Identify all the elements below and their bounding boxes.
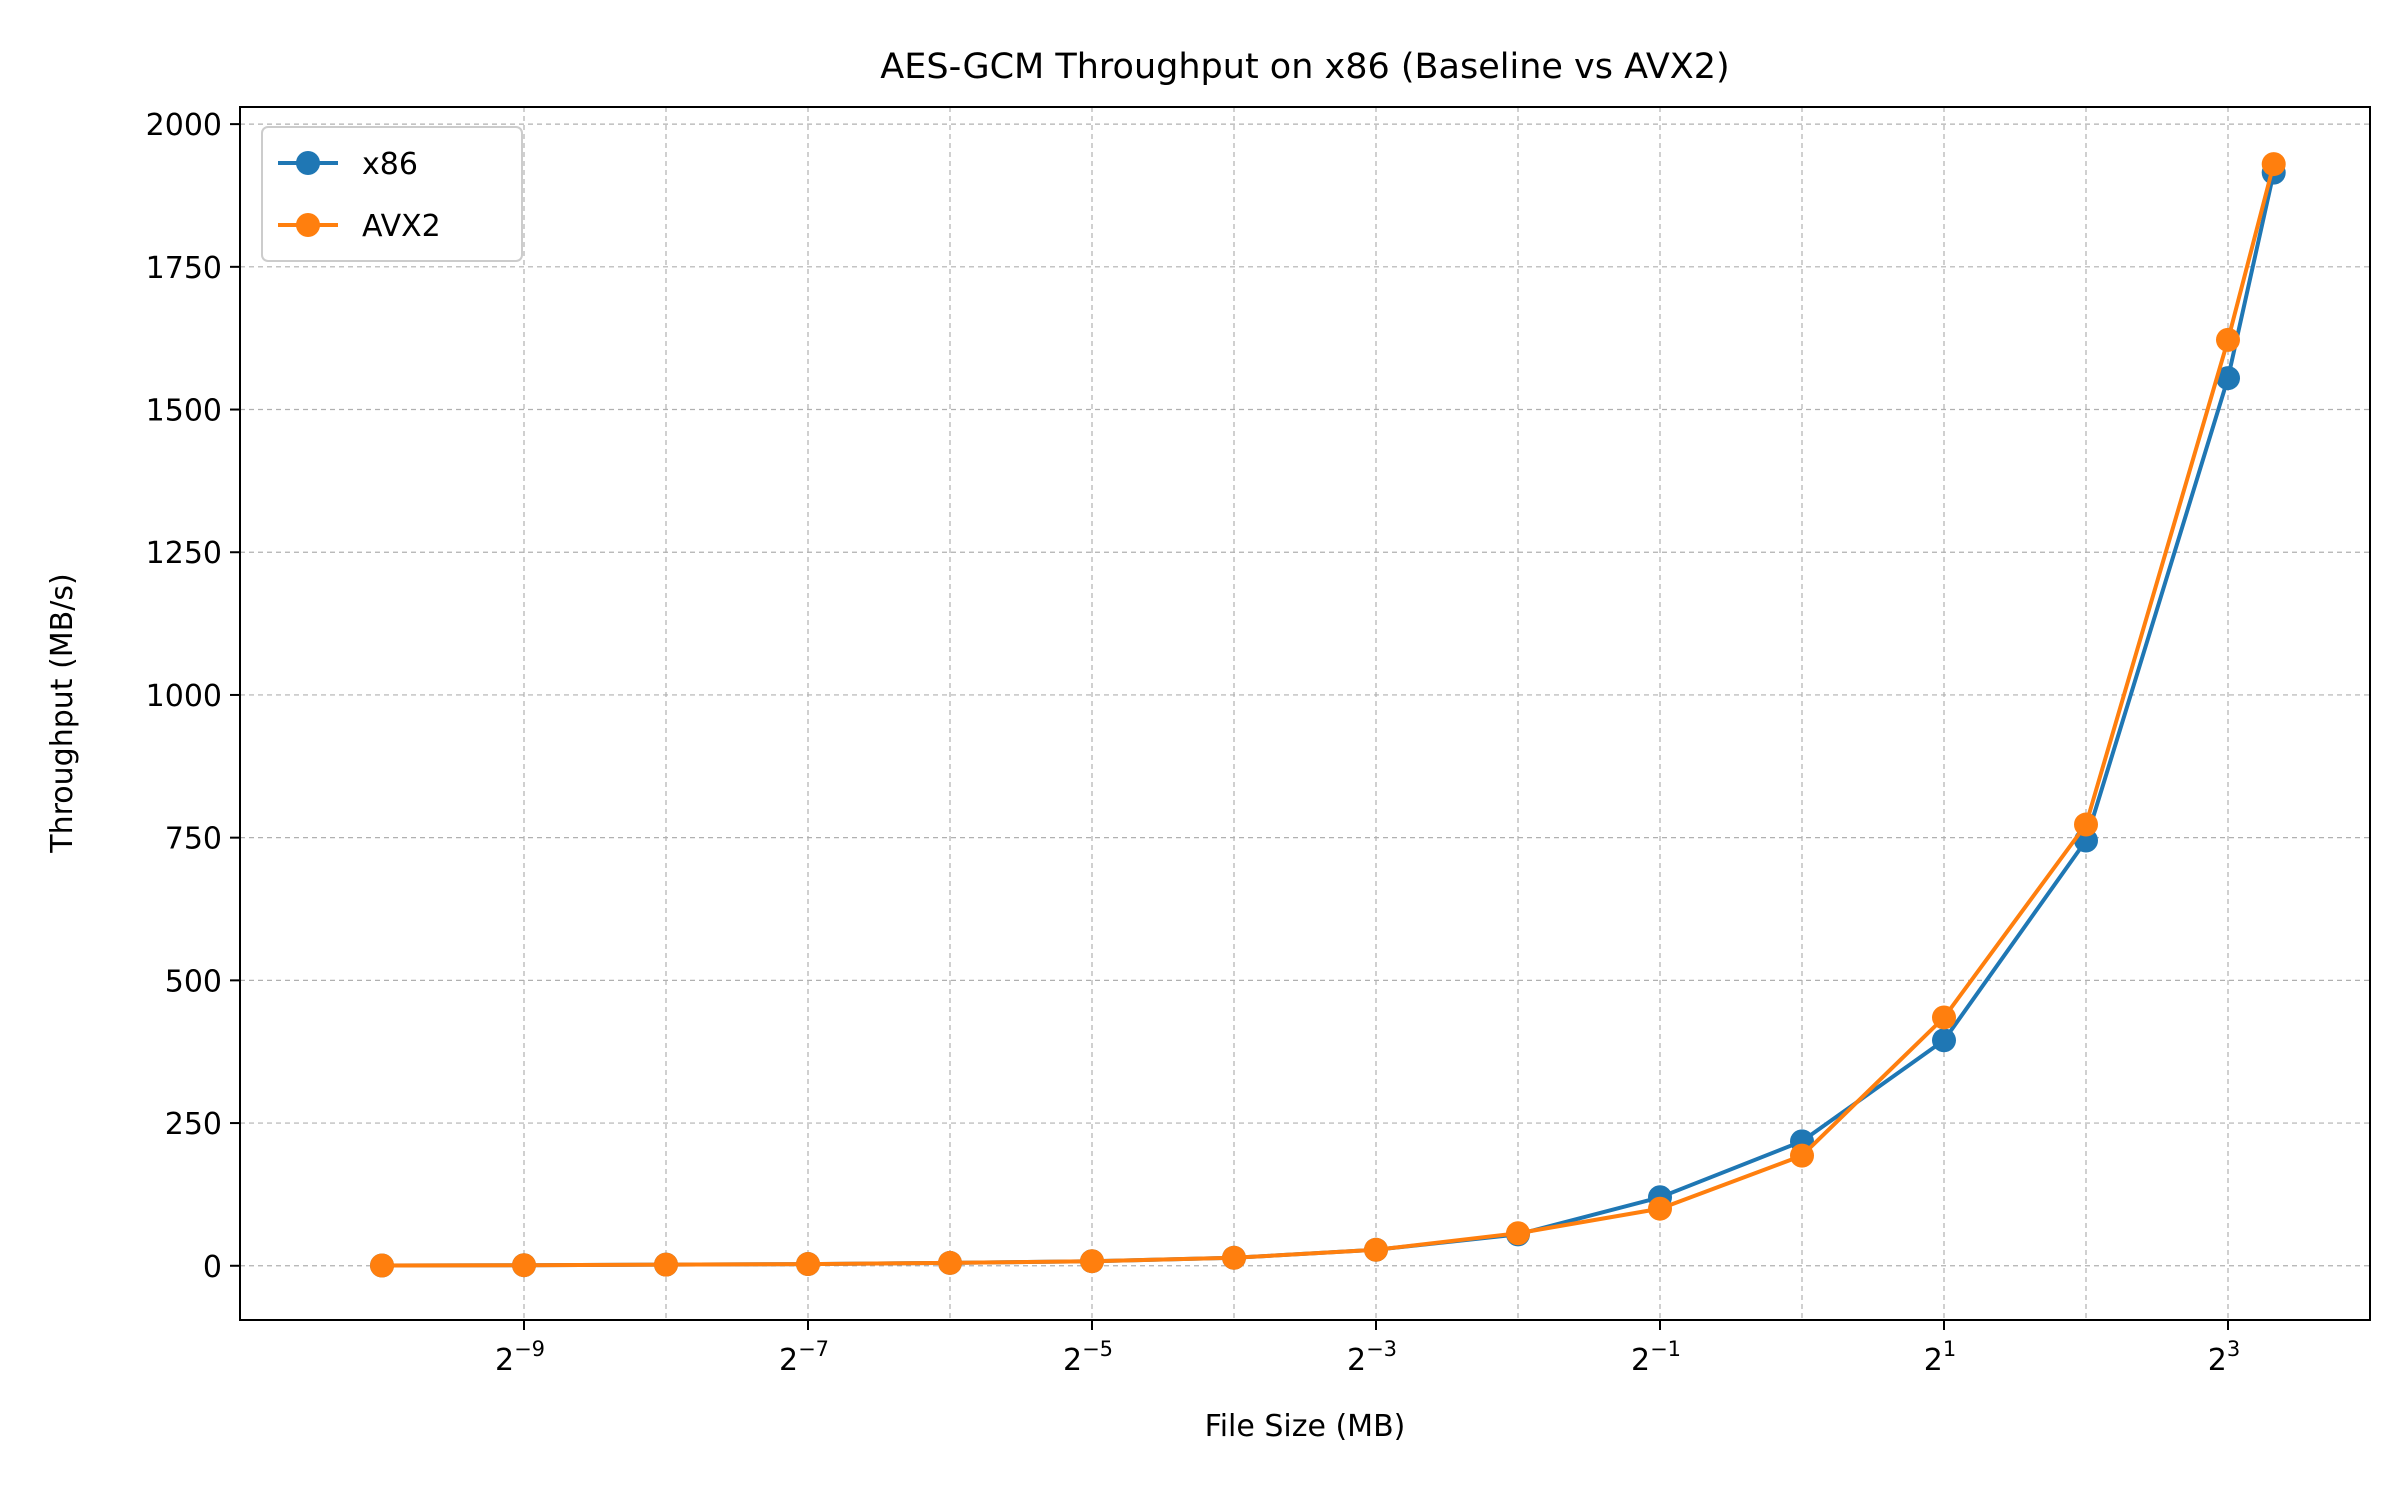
x-axis-label: File Size (MB): [1205, 1409, 1406, 1444]
data-point-avx2: [938, 1250, 962, 1275]
data-point-avx2: [1790, 1143, 1814, 1168]
axes: 0 250 500 750 1000 1250 1500 1750 2000 2−9 2−7 2−5 2…: [146, 108, 2241, 1378]
series-layer: [370, 152, 2286, 1278]
y-tick-label: 750: [165, 822, 222, 857]
y-tick-label: 0: [203, 1250, 222, 1285]
data-point-x86: [1932, 1028, 1956, 1053]
legend-label: AVX2: [362, 209, 441, 244]
y-tick-label: 500: [165, 964, 222, 999]
legend: x86 AVX2: [261, 126, 523, 262]
data-point-avx2: [1222, 1245, 1246, 1270]
data-point-avx2: [2216, 327, 2240, 352]
y-tick-label: 2000: [146, 108, 222, 143]
data-point-avx2: [1506, 1221, 1530, 1246]
data-point-x86: [2216, 366, 2240, 391]
x-tick-label: 23: [2208, 1337, 2240, 1378]
legend-label: x86: [362, 147, 418, 182]
legend-marker: [296, 151, 320, 175]
data-point-avx2: [1648, 1196, 1672, 1221]
chart-title: AES-GCM Throughput on x86 (Baseline vs A…: [880, 47, 1729, 87]
y-tick-label: 250: [165, 1107, 222, 1142]
grid: [240, 107, 2370, 1320]
y-axis-label: Throughput (MB/s): [45, 573, 80, 853]
y-tick-label: 1500: [146, 394, 222, 429]
legend-marker: [296, 213, 320, 237]
x-tick-label: 2−3: [1347, 1337, 1397, 1378]
data-point-avx2: [2261, 152, 2286, 177]
data-point-avx2: [654, 1252, 678, 1277]
data-point-avx2: [1080, 1249, 1104, 1274]
data-point-avx2: [1932, 1005, 1956, 1030]
data-point-avx2: [2074, 812, 2098, 837]
data-point-avx2: [370, 1253, 394, 1278]
data-point-avx2: [512, 1253, 536, 1278]
data-point-avx2: [796, 1252, 820, 1277]
data-point-avx2: [1364, 1237, 1388, 1262]
y-tick-label: 1750: [146, 251, 222, 286]
plot-frame: [239, 106, 2371, 1321]
y-tick-label: 1250: [146, 536, 222, 571]
x-tick-label: 2−7: [779, 1337, 829, 1378]
x-tick-label: 2−1: [1631, 1337, 1681, 1378]
x-tick-label: 2−5: [1063, 1337, 1113, 1378]
x-tick-label: 2−9: [495, 1337, 545, 1378]
legend-box: [261, 126, 523, 262]
y-tick-label: 1000: [146, 679, 222, 714]
x-tick-label: 21: [1924, 1337, 1956, 1378]
